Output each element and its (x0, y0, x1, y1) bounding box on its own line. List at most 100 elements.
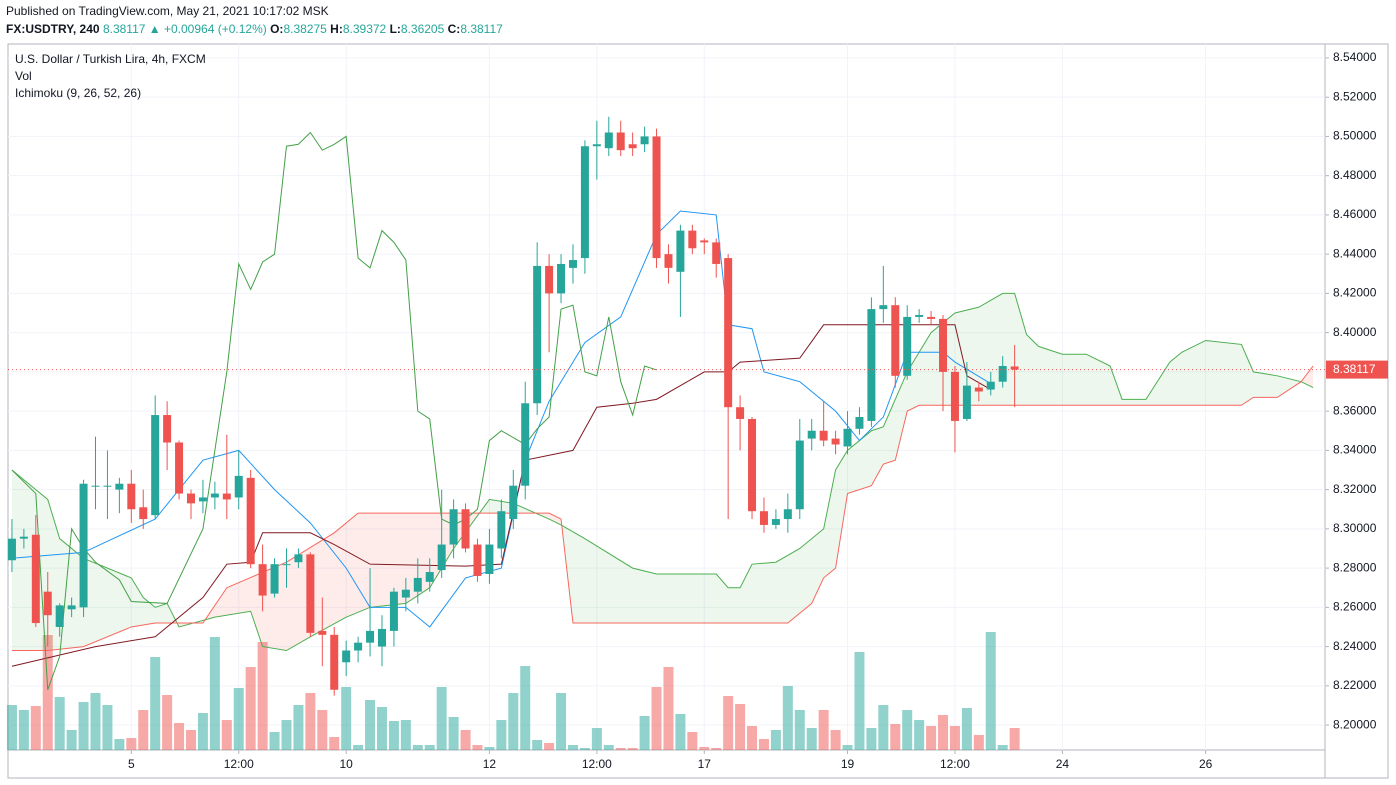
candle-body (676, 230, 685, 272)
candle-body (855, 417, 864, 429)
candle-body (795, 440, 804, 510)
volume-bar (436, 687, 447, 750)
candle-body (461, 509, 470, 549)
volume-bar (878, 705, 889, 750)
volume-bar (747, 726, 758, 750)
candle-body (986, 381, 995, 390)
y-tick-label: 8.30000 (1333, 521, 1377, 535)
candle-body (294, 554, 303, 563)
y-tick-label: 8.54000 (1333, 50, 1377, 64)
y-tick-label: 8.26000 (1333, 600, 1377, 614)
candle-body (580, 146, 589, 259)
candle-body (950, 371, 959, 421)
volume-bar (866, 728, 877, 750)
volume-bar (78, 702, 89, 750)
candle-body (664, 254, 673, 268)
volume-bar (1009, 728, 1020, 750)
candle-body (509, 485, 518, 520)
candle-body (819, 430, 828, 441)
volume-bar (770, 730, 781, 750)
y-tick-label: 8.50000 (1333, 129, 1377, 143)
volume-bar (627, 748, 638, 750)
volume-bar (400, 720, 411, 750)
volume-bar (723, 696, 734, 750)
symbol: FX:USDTRY, 240 (6, 22, 100, 36)
indicator-line (11, 365, 1314, 652)
candle-body (736, 407, 745, 419)
y-tick-label: 8.48000 (1333, 168, 1377, 182)
y-tick-label: 8.40000 (1333, 325, 1377, 339)
candle-body (234, 475, 243, 498)
volume-bar (54, 697, 65, 750)
candle-body (485, 544, 494, 574)
last-price-label: 8.38117 (1333, 362, 1376, 376)
candle-body (55, 605, 64, 627)
volume-bar (842, 745, 853, 750)
open: 8.38275 (283, 22, 327, 36)
volume-bar (150, 657, 161, 750)
volume-bar (699, 747, 710, 750)
candle-body (437, 544, 446, 571)
low-label: L: (390, 22, 401, 36)
volume-bar (484, 747, 495, 750)
volume-bar (114, 739, 125, 750)
volume-bar (460, 730, 471, 750)
indicator-line (11, 292, 1314, 652)
volume-bar (985, 632, 996, 750)
y-tick-label: 8.44000 (1333, 246, 1377, 260)
volume-bar (424, 745, 435, 750)
candle-body (604, 132, 613, 149)
candle-body (521, 403, 530, 486)
candle-body (198, 497, 207, 502)
candle-body (962, 385, 971, 419)
candle-body (688, 230, 697, 249)
legend-entry: Vol (15, 69, 32, 83)
candle-body (354, 642, 363, 651)
volume-bar (591, 728, 602, 750)
volume-bar (818, 710, 829, 750)
candle-body (401, 589, 410, 598)
volume-bar (472, 745, 483, 750)
close-label: C: (448, 22, 461, 36)
candle-body (139, 507, 148, 520)
candle-body (974, 387, 983, 392)
volume-bar (830, 730, 841, 750)
volume-bar (949, 726, 960, 750)
volume-bar (639, 716, 650, 750)
volume-bar (961, 708, 972, 750)
price: 8.38117 (103, 22, 146, 36)
x-tick-label: 26 (1199, 757, 1213, 771)
volume-bar (914, 720, 925, 750)
indicator-line (11, 131, 657, 690)
x-tick-label: 5 (128, 757, 135, 771)
volume-bar (174, 723, 185, 750)
candle-body (1010, 366, 1019, 370)
volume-bar (997, 745, 1008, 750)
volume-bar (30, 706, 41, 750)
volume-bar (197, 713, 208, 750)
y-tick-label: 8.34000 (1333, 443, 1377, 457)
volume-bar (544, 743, 555, 750)
volume-bar (329, 737, 340, 750)
candle-body (843, 428, 852, 447)
candle-body (724, 258, 733, 408)
volume-bar (317, 710, 328, 750)
candle-body (533, 265, 542, 404)
volume-bar (376, 707, 387, 750)
x-tick-label: 12:00 (940, 757, 970, 771)
candle-body (712, 242, 721, 264)
x-tick-label: 12:00 (224, 757, 254, 771)
x-tick-label: 17 (698, 757, 712, 771)
candle-body (282, 564, 291, 566)
volume-bar (926, 726, 937, 750)
volume-bar (854, 652, 865, 750)
candle-body (652, 136, 661, 259)
volume-bar (281, 720, 292, 750)
y-tick-label: 8.24000 (1333, 639, 1377, 653)
volume-bar (162, 695, 173, 750)
volume-bar (341, 687, 352, 750)
legend-entry: Ichimoku (9, 26, 52, 26) (15, 86, 141, 100)
candle-body (616, 132, 625, 151)
y-tick-label: 8.32000 (1333, 482, 1377, 496)
candle-body (497, 511, 506, 549)
